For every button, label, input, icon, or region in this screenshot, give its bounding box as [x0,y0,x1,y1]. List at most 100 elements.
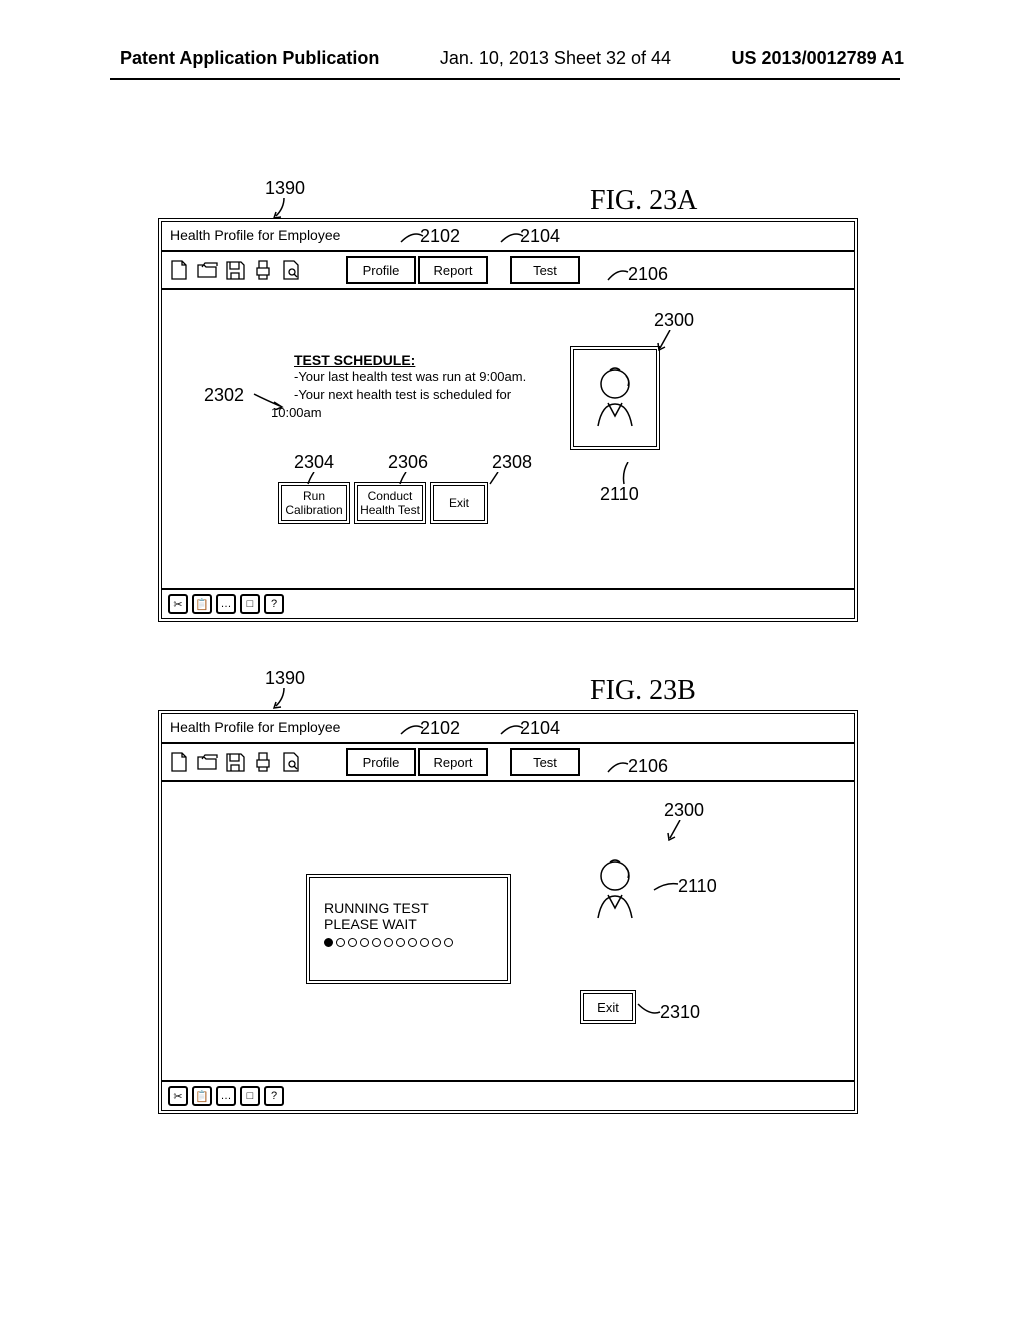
schedule-line3: 10:00am [271,404,554,422]
photo-frame-a [570,346,660,450]
leader-2104b [495,722,525,740]
leader-2300b [666,820,688,844]
running-line1: RUNNING TEST [324,900,493,916]
callout-1390a: 1390 [265,178,305,199]
leader-2302 [252,392,288,410]
toolbar-icons-a [168,259,302,281]
action-buttons: Run Calibration Conduct Health Test Exit [278,482,488,524]
status-icon-3[interactable]: … [216,1086,236,1106]
progress-dot [348,938,357,947]
tab-row-b: Profile Report Test [346,748,580,776]
callout-2300a: 2300 [654,310,694,331]
toolbar-b: Profile Report Test [162,744,854,782]
leader-2106b [606,758,630,776]
callout-2110b: 2110 [678,876,717,897]
leader-2304 [306,472,324,486]
window-title-b: Health Profile for Employee [170,719,340,735]
tab-test[interactable]: Test [510,256,580,284]
window-title: Health Profile for Employee [170,227,340,243]
photo-frame-b [570,838,660,942]
callout-2104a: 2104 [520,226,560,247]
leader-2104a [495,230,525,248]
callout-2102a: 2102 [420,226,460,247]
status-icon-3[interactable]: … [216,594,236,614]
status-icon-4[interactable]: □ [240,1086,260,1106]
leader-2102a [395,230,425,248]
page-header: Patent Application Publication Jan. 10, … [0,48,1024,69]
preview-icon[interactable] [280,751,302,773]
person-icon [588,366,642,430]
fig-23b-label: FIG. 23B [590,675,696,707]
callout-2106a: 2106 [628,264,668,285]
schedule-block: TEST SCHEDULE: -Your last health test wa… [294,352,554,423]
progress-dot [372,938,381,947]
status-icon-4[interactable]: □ [240,594,260,614]
run-calibration-button[interactable]: Run Calibration [278,482,350,524]
progress-dot [444,938,453,947]
tab-profile[interactable]: Profile [346,256,416,284]
header-left: Patent Application Publication [120,48,379,69]
callout-2306: 2306 [388,452,428,473]
leader-2102b [395,722,425,740]
leader-2300a [656,330,678,354]
fig-23a-label: FIG. 23A [590,185,697,217]
progress-dot [408,938,417,947]
callout-2308: 2308 [492,452,532,473]
status-icon-1[interactable]: ✂ [168,594,188,614]
progress-indicator [324,938,493,947]
print-icon[interactable] [252,751,274,773]
header-right: US 2013/0012789 A1 [732,48,904,69]
new-doc-icon[interactable] [168,751,190,773]
preview-icon[interactable] [280,259,302,281]
header-center: Jan. 10, 2013 Sheet 32 of 44 [440,48,671,69]
exit-button-a[interactable]: Exit [430,482,488,524]
status-icon-2[interactable]: 📋 [192,594,212,614]
leader-2110b [652,880,680,894]
progress-dot [360,938,369,947]
person-icon [588,858,642,922]
leader-2306 [398,472,416,486]
status-icon-5[interactable]: ? [264,1086,284,1106]
content-area-a: TEST SCHEDULE: -Your last health test wa… [162,290,854,588]
content-area-b: RUNNING TEST PLEASE WAIT [162,782,854,1080]
status-icon-5[interactable]: ? [264,594,284,614]
progress-dot [396,938,405,947]
tab-report[interactable]: Report [418,256,488,284]
new-doc-icon[interactable] [168,259,190,281]
tab-report-b[interactable]: Report [418,748,488,776]
progress-dot [420,938,429,947]
open-folder-icon[interactable] [196,259,218,281]
callout-2302: 2302 [204,385,244,406]
header-rule [110,78,900,80]
status-bar-b: ✂ 📋 … □ ? [162,1080,854,1110]
tab-profile-b[interactable]: Profile [346,748,416,776]
callout-2310: 2310 [660,1002,700,1023]
window-b: Health Profile for Employee Profile Repo… [158,710,858,1114]
callout-1390b: 1390 [265,668,305,689]
leader-1390b [272,688,312,712]
progress-dot [384,938,393,947]
progress-dot [336,938,345,947]
status-icon-1[interactable]: ✂ [168,1086,188,1106]
exit-button-b[interactable]: Exit [580,990,636,1024]
progress-dot [432,938,441,947]
conduct-health-test-button[interactable]: Conduct Health Test [354,482,426,524]
callout-2106b: 2106 [628,756,668,777]
callout-2104b: 2104 [520,718,560,739]
print-icon[interactable] [252,259,274,281]
running-test-box: RUNNING TEST PLEASE WAIT [306,874,511,984]
status-icon-2[interactable]: 📋 [192,1086,212,1106]
callout-2300b: 2300 [664,800,704,821]
status-bar-a: ✂ 📋 … □ ? [162,588,854,618]
window-a: Health Profile for Employee Profile Repo… [158,218,858,622]
tab-test-b[interactable]: Test [510,748,580,776]
leader-2106a [606,266,630,284]
callout-2304: 2304 [294,452,334,473]
schedule-heading: TEST SCHEDULE: [294,352,554,368]
schedule-line2: -Your next health test is scheduled for [294,386,554,404]
open-folder-icon[interactable] [196,751,218,773]
tab-row-a: Profile Report Test [346,256,580,284]
save-icon[interactable] [224,751,246,773]
save-icon[interactable] [224,259,246,281]
callout-2102b: 2102 [420,718,460,739]
